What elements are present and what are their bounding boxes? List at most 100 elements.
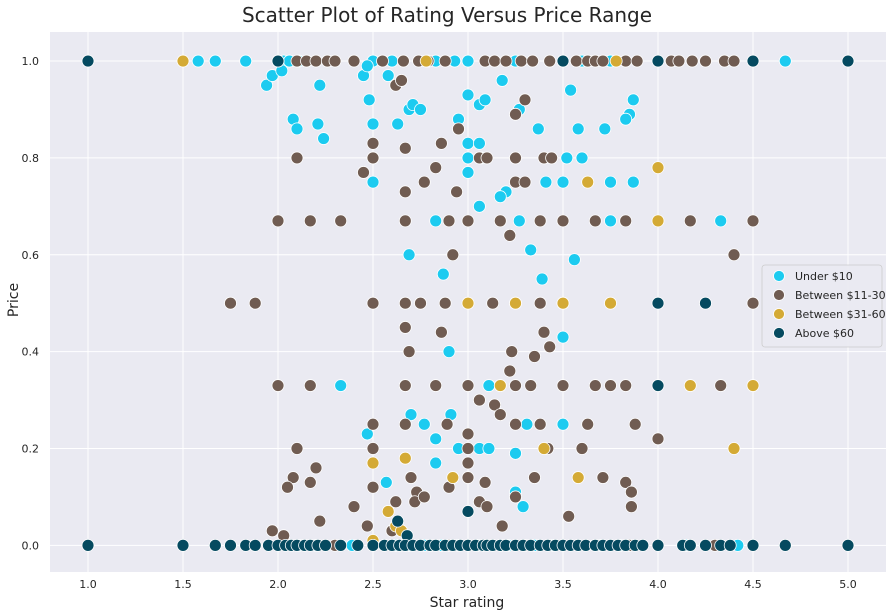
data-point (714, 379, 728, 392)
data-point (588, 379, 602, 392)
data-point (545, 151, 558, 165)
data-point (381, 505, 395, 518)
data-point (619, 379, 633, 392)
data-point (417, 175, 431, 189)
data-point (683, 214, 697, 228)
data-point (398, 321, 412, 334)
y-tick-label: 0.6 (22, 249, 40, 262)
data-point (309, 54, 323, 68)
data-point (404, 471, 418, 484)
data-point (488, 54, 502, 68)
data-point (727, 248, 741, 262)
data-point (604, 379, 617, 392)
x-tick-label: 4.5 (744, 578, 762, 591)
data-point (419, 54, 433, 68)
data-point (208, 54, 222, 68)
x-tick-label: 3.5 (554, 578, 572, 591)
data-point (746, 379, 760, 392)
data-point (376, 54, 389, 68)
data-point (290, 442, 304, 455)
data-point (556, 330, 570, 344)
x-tick-label: 4.0 (649, 578, 667, 591)
data-point (588, 214, 602, 228)
data-point (537, 442, 551, 455)
data-point (683, 379, 697, 392)
data-point (512, 214, 526, 228)
data-point (303, 476, 317, 489)
data-point (651, 161, 665, 175)
data-point (271, 54, 285, 68)
data-point (518, 175, 532, 189)
data-point (290, 151, 304, 165)
data-point (81, 54, 95, 68)
data-point (509, 417, 522, 431)
data-point (539, 175, 553, 189)
data-point (360, 427, 374, 441)
data-point (313, 78, 327, 92)
data-point (303, 379, 317, 392)
data-point (461, 442, 475, 455)
data-point (509, 379, 522, 392)
y-tick-label: 0.4 (22, 346, 40, 359)
x-tick-label: 3.0 (459, 578, 477, 591)
data-point (334, 214, 348, 228)
data-point (699, 538, 712, 552)
data-point (434, 325, 448, 339)
data-point (556, 54, 570, 68)
data-point (366, 538, 380, 552)
data-point (526, 54, 539, 68)
data-point (727, 442, 741, 455)
data-point (281, 480, 294, 494)
data-point (505, 345, 519, 359)
legend-label: Under $10 (795, 270, 853, 283)
data-point (366, 175, 380, 189)
data-point (260, 78, 274, 92)
data-point (248, 296, 262, 310)
data-point (746, 296, 760, 310)
legend-label: Between $11-30 (795, 289, 886, 302)
data-point (746, 538, 760, 552)
data-point (727, 54, 741, 68)
data-point (482, 379, 496, 392)
data-point (248, 538, 262, 552)
data-point (271, 379, 285, 392)
data-point (398, 185, 412, 199)
data-point (360, 59, 374, 73)
data-point (604, 175, 617, 189)
data-point (699, 54, 712, 68)
data-point (598, 122, 612, 136)
legend-marker (773, 289, 785, 301)
data-point (450, 185, 464, 199)
data-point (398, 214, 412, 228)
data-point (417, 490, 431, 504)
data-point (461, 214, 475, 228)
data-point (398, 451, 412, 465)
data-point (311, 117, 325, 131)
x-tick-label: 2.0 (269, 578, 287, 591)
data-point (438, 296, 452, 310)
data-point (351, 538, 365, 552)
data-point (651, 379, 665, 392)
data-point (714, 214, 728, 228)
data-point (626, 93, 640, 107)
data-point (535, 272, 549, 286)
data-point (442, 345, 456, 359)
data-point (402, 345, 416, 359)
data-point (461, 427, 475, 441)
data-point (495, 519, 509, 533)
data-point (81, 538, 95, 552)
data-point (596, 54, 610, 68)
data-point (604, 296, 617, 310)
x-axis-label: Star rating (430, 595, 505, 611)
data-point (562, 509, 576, 523)
data-point (556, 175, 570, 189)
data-point (560, 151, 574, 165)
data-point (672, 54, 686, 68)
legend-label: Above $60 (795, 327, 854, 340)
x-tick-label: 2.5 (364, 578, 382, 591)
data-point (841, 538, 855, 552)
data-point (313, 514, 327, 528)
data-point (391, 514, 405, 528)
data-point (446, 248, 460, 262)
